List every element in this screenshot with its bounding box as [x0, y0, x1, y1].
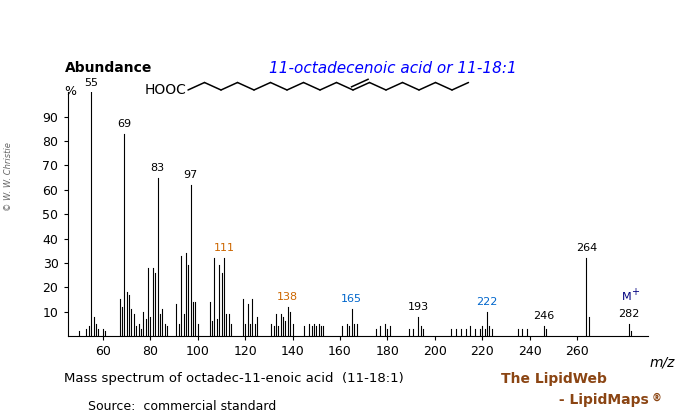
- Text: HOOC: HOOC: [144, 83, 186, 97]
- Text: - LipidMaps: - LipidMaps: [554, 393, 648, 407]
- Text: 55: 55: [84, 78, 98, 87]
- Text: The LipidWeb: The LipidWeb: [501, 372, 606, 386]
- Text: 165: 165: [342, 294, 362, 304]
- Text: 246: 246: [533, 311, 554, 321]
- Text: 282: 282: [618, 309, 640, 319]
- Text: Source:  commercial standard: Source: commercial standard: [88, 400, 276, 413]
- Text: 11-octadecenoic acid or 11-18:1: 11-octadecenoic acid or 11-18:1: [269, 61, 516, 76]
- Text: 83: 83: [151, 163, 165, 173]
- Text: Abundance: Abundance: [65, 61, 152, 75]
- Text: 69: 69: [117, 119, 132, 129]
- Text: 193: 193: [408, 302, 429, 312]
- Text: 222: 222: [476, 297, 497, 307]
- Text: © W. W. Christie: © W. W. Christie: [3, 142, 13, 211]
- Text: ®: ®: [651, 393, 662, 403]
- Text: +: +: [631, 287, 639, 297]
- Text: 97: 97: [184, 170, 198, 180]
- Text: Mass spectrum of octadec-11-enoic acid  (11-18:1): Mass spectrum of octadec-11-enoic acid (…: [64, 372, 404, 385]
- Text: 111: 111: [213, 243, 234, 253]
- Text: m/z: m/z: [649, 355, 674, 370]
- Text: %: %: [65, 85, 76, 98]
- Text: M: M: [622, 292, 632, 302]
- Text: 264: 264: [576, 243, 597, 253]
- Text: 138: 138: [277, 292, 298, 302]
